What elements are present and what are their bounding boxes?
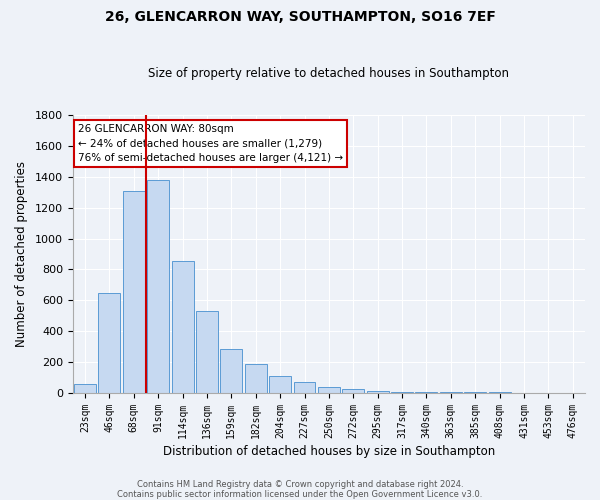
Bar	[98, 294, 121, 392]
Bar	[245, 364, 266, 392]
Bar	[74, 384, 96, 392]
Bar	[147, 180, 169, 392]
Bar	[172, 261, 194, 392]
Text: Contains public sector information licensed under the Open Government Licence v3: Contains public sector information licen…	[118, 490, 482, 499]
Text: Contains HM Land Registry data © Crown copyright and database right 2024.: Contains HM Land Registry data © Crown c…	[137, 480, 463, 489]
Bar	[367, 390, 389, 392]
Bar	[196, 311, 218, 392]
Bar	[123, 191, 145, 392]
Bar	[343, 389, 364, 392]
Bar	[269, 376, 291, 392]
X-axis label: Distribution of detached houses by size in Southampton: Distribution of detached houses by size …	[163, 444, 495, 458]
Y-axis label: Number of detached properties: Number of detached properties	[15, 161, 28, 347]
Text: 26 GLENCARRON WAY: 80sqm
← 24% of detached houses are smaller (1,279)
76% of sem: 26 GLENCARRON WAY: 80sqm ← 24% of detach…	[78, 124, 343, 164]
Bar	[220, 350, 242, 393]
Bar	[293, 382, 316, 392]
Title: Size of property relative to detached houses in Southampton: Size of property relative to detached ho…	[148, 66, 509, 80]
Text: 26, GLENCARRON WAY, SOUTHAMPTON, SO16 7EF: 26, GLENCARRON WAY, SOUTHAMPTON, SO16 7E…	[104, 10, 496, 24]
Bar	[318, 387, 340, 392]
